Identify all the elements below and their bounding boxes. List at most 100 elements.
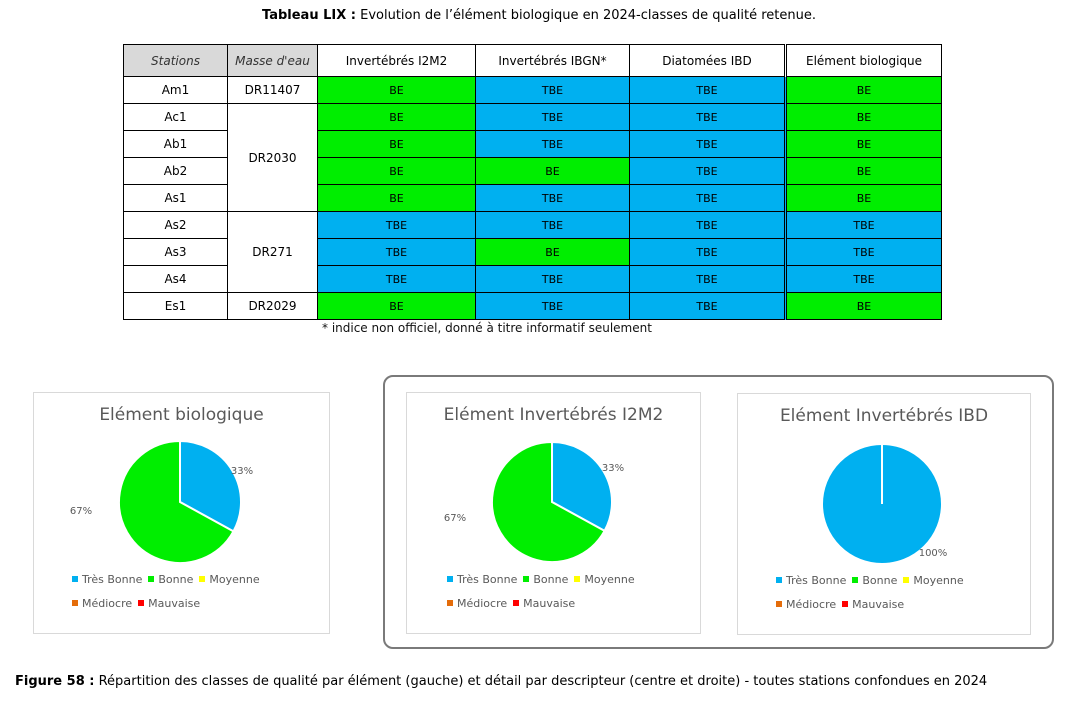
station-cell: Es1 xyxy=(123,292,228,320)
quality-cell: TBE xyxy=(784,265,942,293)
quality-cell: TBE xyxy=(475,211,630,239)
masse-eau-cell: DR11407 xyxy=(227,76,318,104)
quality-cell: BE xyxy=(784,130,942,158)
figure-caption-text: Répartition des classes de qualité par é… xyxy=(94,674,988,689)
legend-swatch xyxy=(72,576,78,582)
table-caption-label: Tableau LIX : xyxy=(262,8,356,23)
pie-data-label: 67% xyxy=(70,506,92,517)
legend-item: Moyenne xyxy=(574,568,635,592)
legend-swatch xyxy=(138,600,145,606)
chart-title: Elément biologique xyxy=(99,405,264,425)
legend-item: Mauvaise xyxy=(842,593,904,617)
quality-cell: BE xyxy=(475,238,630,266)
legend-label: Très Bonne xyxy=(82,573,143,586)
quality-cell: TBE xyxy=(629,265,786,293)
legend-label: Très Bonne xyxy=(457,573,518,586)
quality-cell: TBE xyxy=(475,265,630,293)
masse-eau-cell: DR2029 xyxy=(227,292,318,320)
legend-item: Très Bonne xyxy=(72,568,142,592)
quality-cell: BE xyxy=(317,76,476,104)
pie-slice xyxy=(491,440,606,563)
quality-cell: TBE xyxy=(475,184,630,212)
legend-label: Très Bonne xyxy=(786,574,847,587)
legend-swatch xyxy=(842,601,849,607)
legend-swatch xyxy=(72,600,78,606)
quality-cell: TBE xyxy=(475,130,630,158)
legend-item: Mauvaise xyxy=(138,592,200,616)
legend-swatch xyxy=(776,577,782,583)
quality-cell: BE xyxy=(784,157,942,185)
pie-chart-panel: Elément biologique 33% 67% xyxy=(33,392,330,634)
quality-cell: BE xyxy=(317,157,476,185)
table-caption-text: Evolution de l’élément biologique en 202… xyxy=(355,8,816,23)
legend-label: Moyenne xyxy=(913,574,964,587)
quality-cell: BE xyxy=(784,292,942,320)
quality-cell: TBE xyxy=(629,157,786,185)
legend-item: Très Bonne xyxy=(447,568,517,592)
quality-cell: BE xyxy=(475,157,630,185)
table-body: Am1 DR11407 BE TBE TBE BE Ac1 DR2030 BE TBE TBE BE A… xyxy=(123,76,942,320)
quality-cell: TBE xyxy=(317,238,476,266)
legend-swatch xyxy=(447,600,453,606)
chart-title: Elément Invertébrés IBD xyxy=(779,406,989,426)
pie-slice xyxy=(118,439,235,564)
quality-cell: TBE xyxy=(784,211,942,239)
station-cell: Am1 xyxy=(123,76,228,104)
pie-chart-panel: Elément Invertébrés I2M2 33% 67% xyxy=(406,392,701,634)
station-cell: Ac1 xyxy=(123,103,228,131)
station-cell: As3 xyxy=(123,238,228,266)
pie-svg: 100% xyxy=(821,443,948,565)
table-row: Ac1 DR2030 BE TBE TBE BE xyxy=(123,103,942,212)
legend-item: Moyenne xyxy=(903,569,964,593)
quality-cell: BE xyxy=(784,184,942,212)
header-masse-eau: Masse d'eau xyxy=(227,44,318,77)
legend-label: Bonne xyxy=(533,573,569,586)
pie-chart-panel: Elément Invertébrés IBD 100% xyxy=(737,393,1031,635)
chart-legend: Très Bonne Bonne Moyenne Médiocre Mauvaise xyxy=(447,568,687,616)
legend-label: Mauvaise xyxy=(852,598,905,611)
table-row: Ab2 BE BE TBE BE xyxy=(123,157,942,185)
masse-eau-cell: DR2030 xyxy=(227,103,318,212)
chart-legend: Très Bonne Bonne Moyenne Médiocre Mauvaise xyxy=(776,569,1016,617)
quality-cell: BE xyxy=(317,292,476,320)
legend-item: Médiocre xyxy=(72,592,132,616)
quality-cell: TBE xyxy=(629,238,786,266)
table-row: As1 BE TBE TBE BE xyxy=(123,184,942,212)
legend-label: Médiocre xyxy=(82,597,133,610)
legend-item: Bonne xyxy=(852,569,897,593)
quality-cell: BE xyxy=(317,130,476,158)
quality-cell: TBE xyxy=(317,211,476,239)
pie-slice xyxy=(179,439,242,533)
legend-swatch xyxy=(447,576,453,582)
chart-legend: Très Bonne Bonne Moyenne Médiocre Mauvaise xyxy=(72,568,312,616)
chart-title: Elément Invertébrés I2M2 xyxy=(443,405,664,425)
pie-data-label: 33% xyxy=(602,463,624,474)
quality-cell: TBE xyxy=(475,292,630,320)
footnote: * indice non officiel, donné à titre inf… xyxy=(322,321,652,335)
legend-swatch xyxy=(148,576,155,582)
legend-label: Mauvaise xyxy=(148,597,201,610)
quality-cell: TBE xyxy=(629,76,786,104)
figure-caption: Figure 58 : Répartition des classes de q… xyxy=(15,674,987,689)
legend-item: Bonne xyxy=(148,568,193,592)
quality-table: Stations Masse d'eau Invertébrés I2M2 In… xyxy=(123,44,942,320)
quality-cell: TBE xyxy=(784,238,942,266)
legend-item: Médiocre xyxy=(447,592,507,616)
legend-swatch xyxy=(776,601,782,607)
header-ibgn: Invertébrés IBGN* xyxy=(475,44,630,77)
table-caption: Tableau LIX : Evolution de l’élément bio… xyxy=(0,8,1078,23)
legend-label: Médiocre xyxy=(786,598,837,611)
table-row: Ab1 BE TBE TBE BE xyxy=(123,130,942,158)
legend-item: Mauvaise xyxy=(513,592,575,616)
legend-label: Bonne xyxy=(158,573,194,586)
quality-cell: TBE xyxy=(475,103,630,131)
pie-slice xyxy=(551,440,613,533)
pie-svg: 33% 67% xyxy=(70,439,253,564)
masse-eau-cell: DR271 xyxy=(227,211,318,293)
quality-cell: TBE xyxy=(475,76,630,104)
pie-data-label: 100% xyxy=(919,548,948,559)
quality-cell: TBE xyxy=(629,184,786,212)
legend-swatch xyxy=(574,576,581,582)
figure-caption-label: Figure 58 : xyxy=(15,674,95,689)
legend-label: Bonne xyxy=(862,574,898,587)
